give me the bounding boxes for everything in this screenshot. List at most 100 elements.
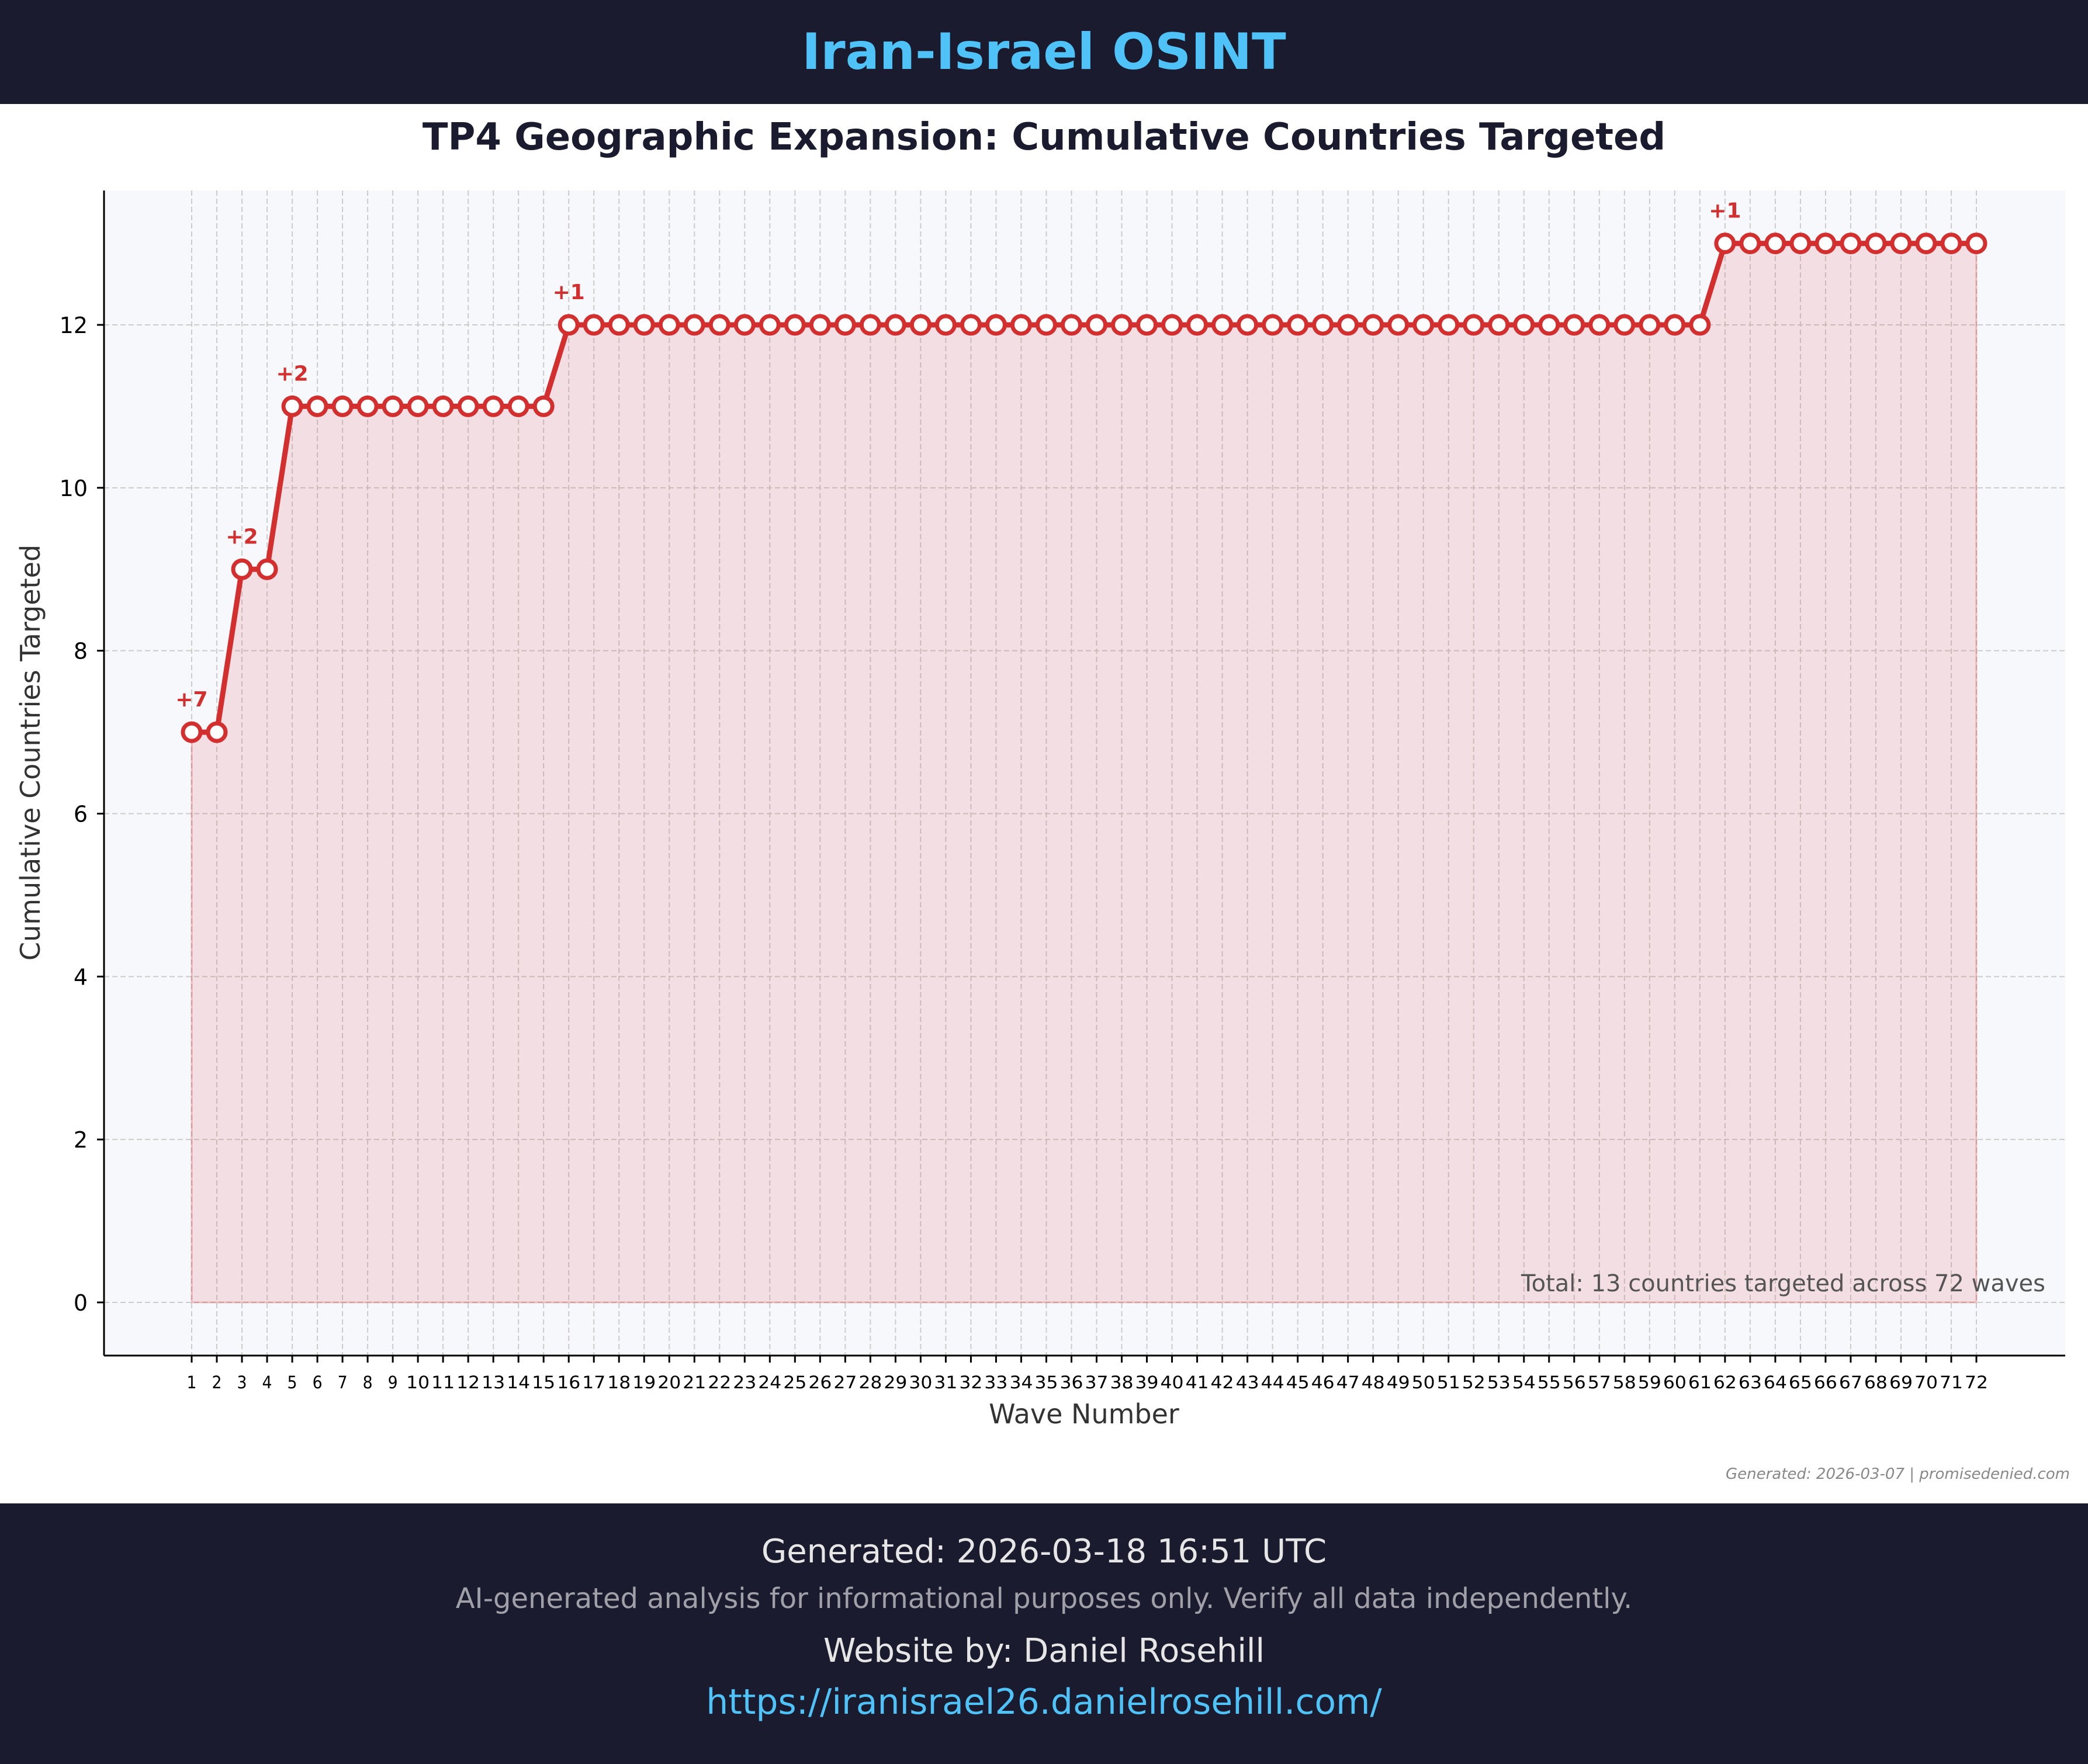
step-annotation: +1 (553, 280, 585, 304)
x-tick-label: 57 (1588, 1373, 1611, 1392)
x-tick-label: 36 (1059, 1373, 1083, 1392)
data-point-marker (532, 395, 555, 417)
data-point-marker (206, 721, 228, 743)
x-tick-label: 58 (1613, 1373, 1636, 1392)
data-point-marker (1287, 314, 1309, 336)
x-tick-label: 45 (1286, 1373, 1310, 1392)
data-point-marker (1764, 233, 1786, 255)
data-point-marker (608, 314, 630, 336)
x-tick-label: 13 (482, 1373, 505, 1392)
data-point-marker (1613, 314, 1636, 336)
x-tick-label: 54 (1512, 1373, 1536, 1392)
y-tick-label: 4 (74, 964, 88, 990)
website-link[interactable]: https://iranisrael26.danielrosehill.com/ (706, 1682, 1382, 1723)
disclaimer-text: AI-generated analysis for informational … (455, 1582, 1633, 1615)
data-point-marker (708, 314, 730, 336)
step-annotation: +2 (226, 525, 258, 549)
x-tick-label: 15 (532, 1373, 555, 1392)
data-markers (181, 233, 1987, 743)
x-axis-label: Wave Number (989, 1398, 1179, 1430)
data-point-marker (658, 314, 680, 336)
data-point-marker (1136, 314, 1158, 336)
data-point-marker (1060, 314, 1082, 336)
x-tick-label: 25 (783, 1373, 806, 1392)
data-point-marker (1362, 314, 1384, 336)
plot-area (104, 190, 2065, 1356)
data-point-marker (356, 395, 379, 417)
data-point-marker (1588, 314, 1611, 336)
x-tick-label: 51 (1437, 1373, 1460, 1392)
data-point-marker (809, 314, 831, 336)
x-tick-label: 34 (1009, 1373, 1033, 1392)
y-tick-label: 12 (60, 313, 88, 338)
x-tick-label: 19 (632, 1373, 656, 1392)
site-header: Iran-Israel OSINT (0, 0, 2088, 104)
x-tick-label: 55 (1538, 1373, 1561, 1392)
data-point-marker (683, 314, 705, 336)
x-tick-label: 56 (1563, 1373, 1586, 1392)
x-tick-label: 6 (313, 1373, 323, 1392)
data-point-marker (507, 395, 529, 417)
x-tick-label: 5 (288, 1373, 297, 1392)
data-point-marker (1337, 314, 1359, 336)
data-point-marker (1915, 233, 1937, 255)
x-tick-label: 31 (934, 1373, 957, 1392)
x-tick-label: 21 (683, 1373, 706, 1392)
data-point-marker (1789, 233, 1812, 255)
data-point-marker (1538, 314, 1560, 336)
data-point-marker (1488, 314, 1510, 336)
step-annotation: +7 (175, 688, 207, 712)
generated-timestamp: Generated: 2026-03-18 16:51 UTC (761, 1533, 1327, 1571)
x-tick-label: 46 (1311, 1373, 1335, 1392)
x-tick-label: 37 (1085, 1373, 1109, 1392)
credit-text: Website by: Daniel Rosehill (823, 1632, 1265, 1670)
data-point-marker (834, 314, 856, 336)
y-tick-label: 0 (74, 1290, 88, 1316)
data-point-marker (407, 395, 429, 417)
step-annotation: +1 (1709, 199, 1741, 223)
x-tick-label: 32 (959, 1373, 982, 1392)
data-point-marker (1463, 314, 1485, 336)
x-tick-label: 72 (1965, 1373, 1988, 1392)
y-axis-label: Cumulative Countries Targeted (15, 545, 46, 961)
x-tick-label: 71 (1940, 1373, 1963, 1392)
grid-lines (104, 190, 2065, 1356)
data-point-marker (1412, 314, 1435, 336)
x-tick-label: 53 (1487, 1373, 1511, 1392)
x-tick-label: 65 (1789, 1373, 1812, 1392)
chart-title: TP4 Geographic Expansion: Cumulative Cou… (422, 116, 1666, 159)
data-point-marker (457, 395, 479, 417)
data-point-marker (306, 395, 328, 417)
data-point-marker (1840, 233, 1862, 255)
data-point-marker (382, 395, 404, 417)
data-point-marker (1890, 233, 1912, 255)
data-point-marker (1563, 314, 1585, 336)
data-point-marker (1387, 314, 1410, 336)
step-annotation: +2 (276, 362, 308, 386)
data-point-marker (884, 314, 906, 336)
data-point-marker (1714, 233, 1736, 255)
data-point-marker (1086, 314, 1108, 336)
data-point-marker (1237, 314, 1259, 336)
plot-background (104, 190, 2065, 1356)
x-tick-label: 50 (1412, 1373, 1435, 1392)
x-tick-label: 42 (1211, 1373, 1234, 1392)
step-annotations: +7 +2 +2 +1 +1 (175, 199, 1741, 712)
x-tick-label: 17 (582, 1373, 605, 1392)
x-tick-label: 64 (1764, 1373, 1787, 1392)
x-tick-label: 9 (388, 1373, 398, 1392)
site-footer: Generated: 2026-03-18 16:51 UTC AI-gener… (0, 1503, 2088, 1764)
x-tick-label: 70 (1914, 1373, 1938, 1392)
data-point-marker (1035, 314, 1057, 336)
data-point-marker (1739, 233, 1761, 255)
x-tick-label: 40 (1161, 1373, 1184, 1392)
data-point-marker (1262, 314, 1284, 336)
data-point-marker (231, 558, 253, 580)
data-point-marker (281, 395, 303, 417)
data-point-marker (1186, 314, 1209, 336)
data-point-marker (1940, 233, 1962, 255)
x-tick-label: 14 (507, 1373, 530, 1392)
data-point-marker (1639, 314, 1661, 336)
x-tick-label: 18 (607, 1373, 631, 1392)
